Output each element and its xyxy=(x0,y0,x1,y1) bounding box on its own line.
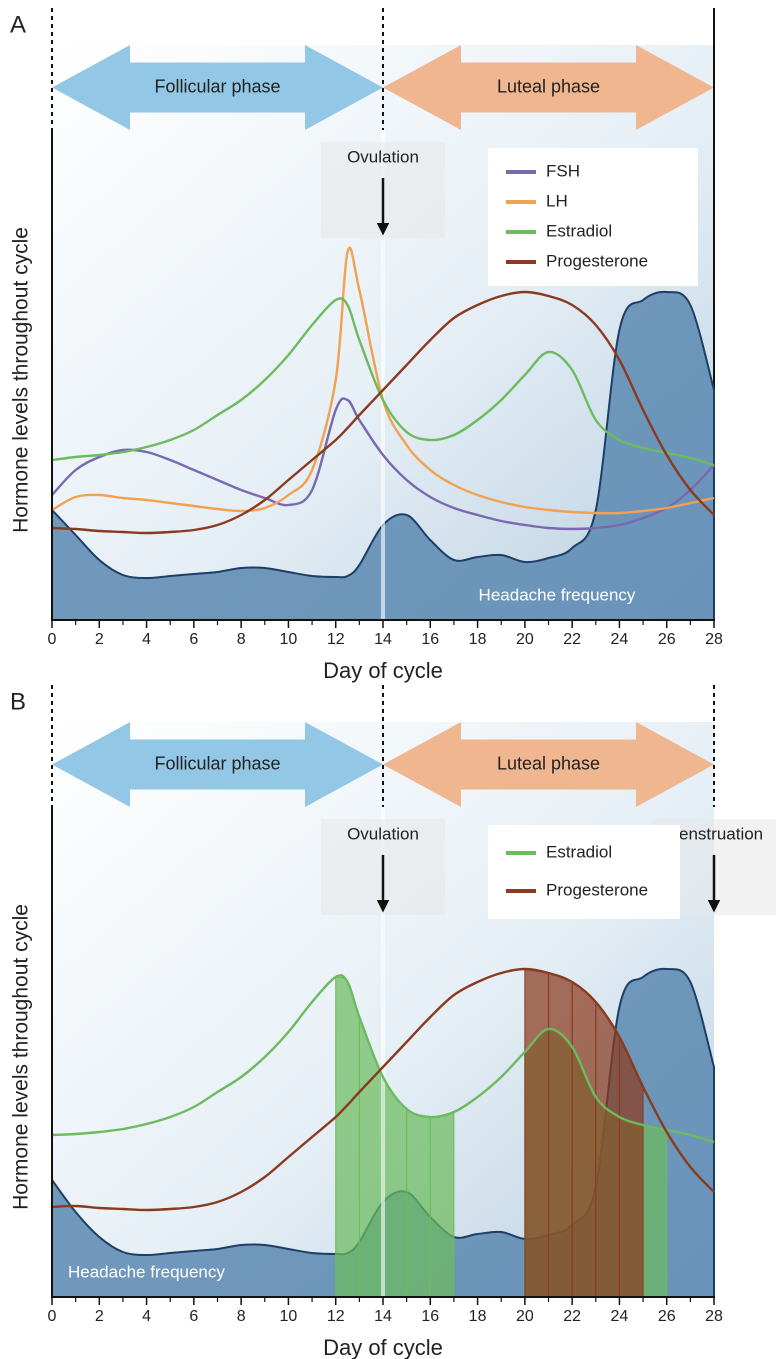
x-tick-label: 12 xyxy=(327,631,345,648)
legend-label: Progesterone xyxy=(546,880,648,899)
series-line xyxy=(51,397,715,531)
series-line xyxy=(51,290,715,535)
annotation: Ovulation xyxy=(347,824,419,843)
phase-arrow xyxy=(52,722,383,807)
x-tick-label: 10 xyxy=(280,1308,298,1325)
x-tick-label: 6 xyxy=(189,1308,198,1325)
legend-label: Estradiol xyxy=(546,842,612,861)
x-tick-label: 22 xyxy=(563,631,581,648)
legend-label: FSH xyxy=(546,161,580,180)
x-tick-label: 26 xyxy=(658,1308,676,1325)
y-axis-label: Hormone levels throughout cycle xyxy=(10,227,33,533)
annotation: Ovulation xyxy=(347,147,419,166)
phase-arrow xyxy=(52,45,383,130)
annotation: Menstruation xyxy=(665,824,763,843)
x-tick-label: 16 xyxy=(421,631,439,648)
phase-label: Follicular phase xyxy=(154,753,280,773)
x-tick-label: 16 xyxy=(421,1308,439,1325)
series-line xyxy=(51,974,715,1144)
x-tick-label: 0 xyxy=(48,1308,57,1325)
x-tick-label: 14 xyxy=(374,1308,392,1325)
x-tick-label: 8 xyxy=(237,631,246,648)
phase-arrow xyxy=(383,45,714,130)
legend-label: Estradiol xyxy=(546,221,612,240)
panel: B Follicular phase Luteal phase Headache fr… xyxy=(10,685,776,1359)
legend-label: LH xyxy=(546,191,568,210)
x-tick-label: 18 xyxy=(469,631,487,648)
panel: A Follicular phase Luteal phase Headache fr… xyxy=(10,8,723,683)
phase-arrow xyxy=(383,722,714,807)
x-axis-label: Day of cycle xyxy=(323,658,443,683)
panel-label: A xyxy=(10,11,26,38)
x-tick-label: 14 xyxy=(374,631,392,648)
phase-label: Follicular phase xyxy=(154,76,280,96)
phase-label: Luteal phase xyxy=(497,753,600,773)
phase-label: Luteal phase xyxy=(497,76,600,96)
x-tick-label: 20 xyxy=(516,1308,534,1325)
area-label: Headache frequency xyxy=(479,585,636,604)
series-line xyxy=(51,967,715,1212)
x-tick-label: 28 xyxy=(705,631,723,648)
x-tick-label: 4 xyxy=(142,1308,151,1325)
series-line xyxy=(51,246,715,515)
x-tick-label: 28 xyxy=(705,1308,723,1325)
panel-label: B xyxy=(10,688,26,715)
legend-label: Progesterone xyxy=(546,251,648,270)
area-label: Headache frequency xyxy=(68,1262,225,1281)
x-tick-label: 24 xyxy=(611,631,629,648)
x-tick-label: 4 xyxy=(142,631,151,648)
x-tick-label: 0 xyxy=(48,631,57,648)
x-tick-label: 8 xyxy=(237,1308,246,1325)
x-tick-label: 2 xyxy=(95,631,104,648)
legend-box xyxy=(488,825,680,919)
x-axis-label: Day of cycle xyxy=(323,1335,443,1359)
x-tick-label: 18 xyxy=(469,1308,487,1325)
x-tick-label: 24 xyxy=(611,1308,629,1325)
x-tick-label: 20 xyxy=(516,631,534,648)
series-line xyxy=(51,297,715,467)
x-tick-label: 26 xyxy=(658,631,676,648)
x-tick-label: 2 xyxy=(95,1308,104,1325)
x-tick-label: 12 xyxy=(327,1308,345,1325)
x-tick-label: 10 xyxy=(280,631,298,648)
y-axis-label: Hormone levels throughout cycle xyxy=(10,904,33,1210)
x-tick-label: 22 xyxy=(563,1308,581,1325)
x-tick-label: 6 xyxy=(189,631,198,648)
